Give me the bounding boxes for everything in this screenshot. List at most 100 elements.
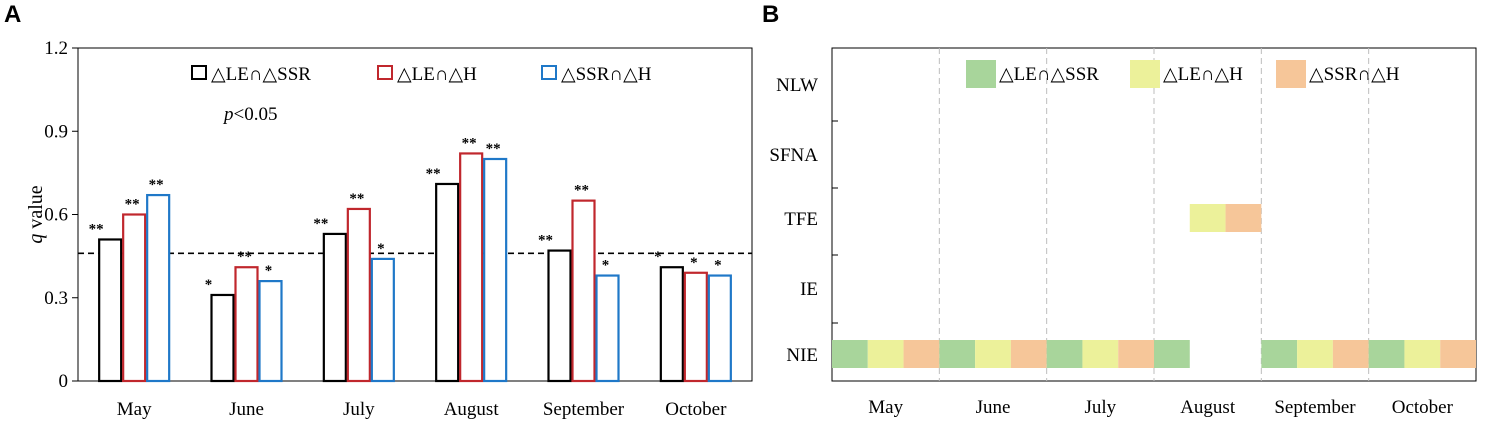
heat-cell [1154, 340, 1190, 368]
heat-cell [1332, 340, 1369, 368]
heat-cell [1010, 340, 1047, 368]
heat-cell [903, 340, 940, 368]
significance-label: * [714, 258, 722, 274]
significance-label: ** [313, 216, 328, 232]
heat-cell [1297, 340, 1333, 368]
legend-swatch [1130, 60, 1160, 88]
panel-b-heatmap: NLW SFNA TFE IE NIE May June July August Septembe… [769, 47, 1477, 418]
bar [547, 249, 572, 383]
legend-swatch [1276, 60, 1306, 88]
bar [146, 193, 171, 383]
panel-a-bar-chart: 00.30.60.91.2q value ******May****June***… [25, 38, 753, 420]
p-rest: <0.05 [234, 104, 278, 125]
significance-label: ** [574, 183, 589, 199]
heat-cell [1225, 204, 1262, 232]
significance-label: * [602, 258, 610, 274]
bar [483, 157, 508, 383]
significance-label: ** [486, 141, 501, 157]
x-category-label: August [1180, 397, 1236, 418]
heat-cell [867, 340, 904, 368]
x-category-label: May [868, 397, 903, 418]
y-tick-label: 0.6 [44, 205, 68, 226]
bar [322, 232, 347, 383]
x-category-label: May [117, 399, 152, 420]
heat-cell [1440, 340, 1476, 368]
significance-label: * [265, 263, 273, 279]
y-tick-label: 0.9 [44, 121, 68, 142]
bar [659, 266, 684, 383]
x-category-label: June [229, 399, 264, 420]
bar [595, 274, 620, 383]
x-category-label: July [343, 399, 375, 420]
significance-label: * [205, 277, 213, 293]
significance-label: ** [149, 177, 164, 193]
legend-swatch [191, 65, 207, 80]
legend-swatch [966, 60, 996, 88]
x-category-label: October [1392, 397, 1454, 418]
significance-label: * [690, 255, 698, 271]
y-axis-label: q value [25, 185, 47, 243]
y-tick-label: 0.3 [44, 288, 68, 309]
x-category-label: September [543, 399, 625, 420]
legend-label: △LE∩△SSR [999, 64, 1099, 85]
heat-cell [1189, 204, 1226, 232]
heat-cell [975, 340, 1011, 368]
x-category-label: August [444, 399, 500, 420]
bar [258, 280, 283, 383]
heat-cell [1261, 340, 1298, 368]
legend-label: △LE∩△SSR [211, 64, 311, 85]
heat-cell [1082, 340, 1119, 368]
x-category-label: June [976, 397, 1011, 418]
y-tick-label: 1.2 [44, 38, 68, 59]
significance-label: ** [349, 191, 364, 207]
legend-label: △SSR∩△H [1309, 64, 1400, 85]
significance-label: * [654, 249, 662, 265]
significance-label: ** [125, 197, 140, 213]
y-tick-label: 0 [59, 371, 69, 392]
heat-cell [1046, 340, 1083, 368]
panel-a-letter: A [4, 1, 21, 28]
x-category-label: July [1084, 397, 1116, 418]
bar [683, 271, 708, 383]
row-label: IE [800, 279, 818, 300]
legend-swatch [541, 65, 557, 80]
significance-label: * [377, 241, 385, 257]
significance-label: ** [462, 135, 477, 151]
y-axis-label-rest: value [25, 185, 47, 233]
p-value-annotation: p<0.05 [222, 104, 277, 125]
p-italic: p [222, 104, 234, 125]
legend-label: △SSR∩△H [561, 64, 652, 85]
x-category-label: September [1274, 397, 1356, 418]
row-label: TFE [784, 209, 818, 230]
bar [346, 207, 371, 383]
heat-cell [939, 340, 976, 368]
legend-label: △LE∩△H [397, 64, 477, 85]
row-label: SFNA [769, 145, 818, 166]
plot-area-frame [77, 47, 753, 382]
heat-cell [1368, 340, 1405, 368]
heat-cell [1118, 340, 1154, 368]
y-axis-label-italic: q [25, 234, 47, 244]
panel-b-letter: B [762, 1, 779, 28]
significance-label: ** [237, 249, 252, 265]
significance-label: ** [538, 233, 553, 249]
bar [435, 182, 460, 383]
legend-swatch [377, 65, 393, 80]
row-label: NIE [786, 345, 818, 366]
heat-cell [1404, 340, 1441, 368]
bar [122, 213, 147, 383]
bar [370, 257, 395, 383]
bar [707, 274, 732, 383]
heat-cell [832, 340, 868, 368]
x-category-label: October [665, 399, 727, 420]
bar [459, 152, 484, 383]
bar [234, 266, 259, 383]
bar [98, 238, 123, 383]
significance-label: ** [426, 166, 441, 182]
bar [571, 199, 596, 383]
row-label: NLW [776, 75, 818, 96]
bar [210, 293, 235, 383]
legend-label: △LE∩△H [1163, 64, 1243, 85]
significance-label: ** [89, 221, 104, 237]
